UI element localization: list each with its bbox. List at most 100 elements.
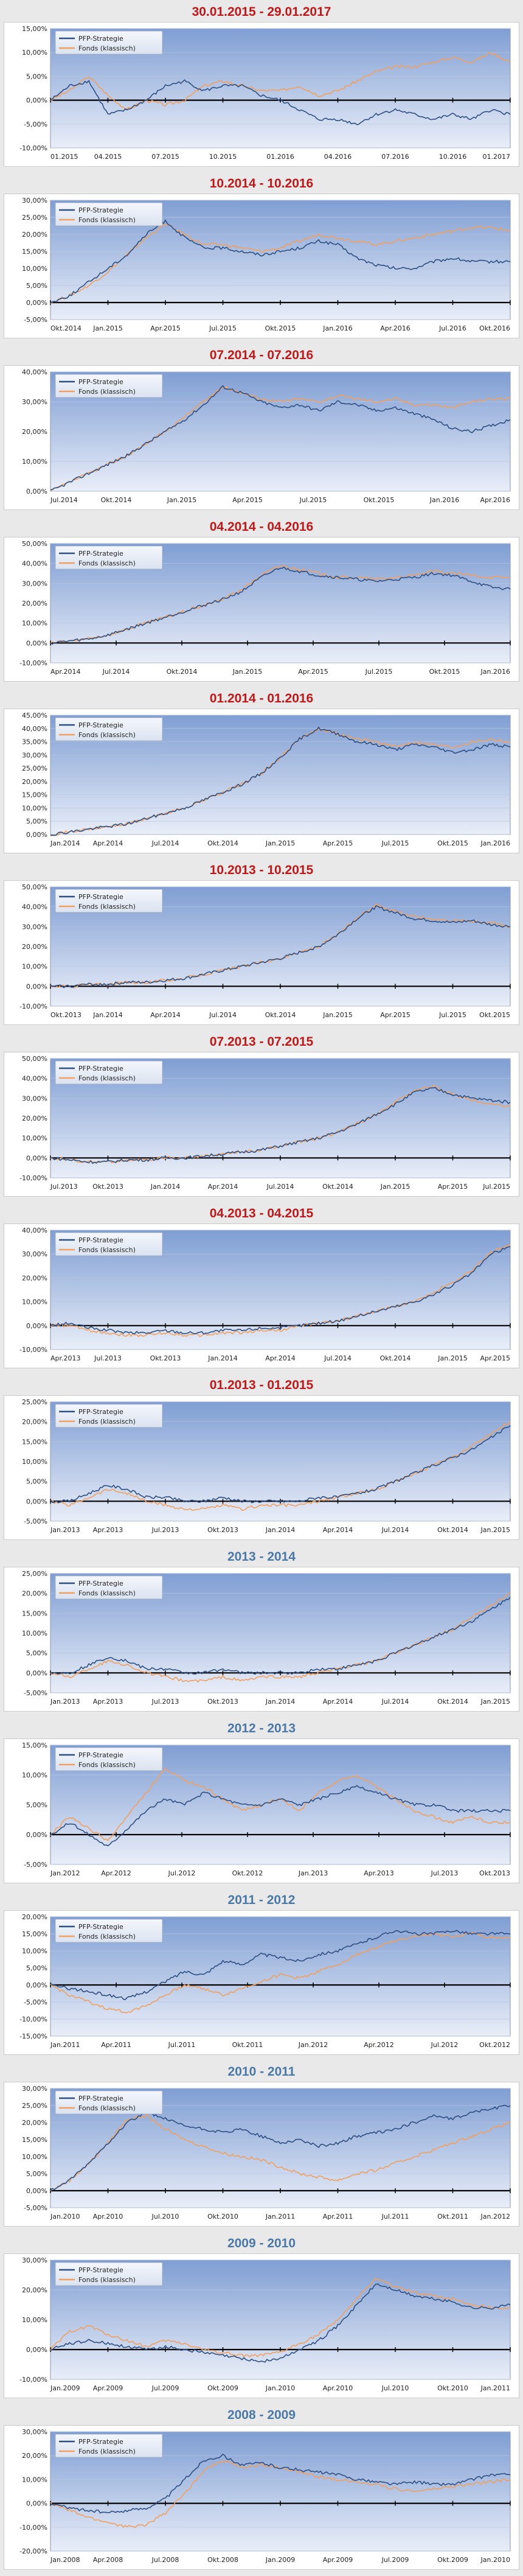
y-tick-label: 40,00%	[22, 903, 47, 911]
x-tick-label: Jan.2014	[207, 1354, 237, 1362]
x-tick-label: Apr.2009	[93, 2384, 123, 2392]
chart-panel: 04.2013 - 04.2015 -10,00% 0,00% 10,00% 20,00…	[0, 1202, 523, 1373]
chart-frame: -5,00% 0,00% 5,00% 10,00% 15,00% Jan.2012 Apr.…	[4, 1738, 519, 1883]
chart-svg: -10,00% 0,00% 10,00% 20,00% 30,00% 40,00% Apr.…	[19, 1227, 511, 1362]
chart-title: 07.2013 - 07.2015	[209, 1035, 314, 1049]
x-tick-label: Apr.2013	[364, 1869, 394, 1877]
legend-box	[55, 889, 163, 913]
legend-label: PFP-Strategie	[78, 378, 123, 386]
chart-title: 01.2014 - 01.2016	[209, 691, 314, 705]
x-tick-label: Apr.2012	[364, 2041, 394, 2049]
series-line-pfp	[50, 1087, 511, 1164]
y-tick-label: 10,00%	[22, 1458, 47, 1466]
y-tick-label: -5,00%	[24, 1998, 47, 2006]
x-tick-label: Jul.2013	[151, 1698, 179, 1706]
x-tick-label: Jul.2014	[381, 1698, 409, 1706]
x-tick-label: Jan.2012	[480, 2213, 510, 2221]
y-tick-label: 0,00%	[26, 982, 47, 990]
y-tick-label: 30,00%	[22, 2085, 47, 2093]
x-tick-label: Jan.2016	[429, 496, 459, 504]
y-tick-label: 40,00%	[22, 725, 47, 733]
y-tick-label: -10,00%	[19, 1346, 47, 1354]
x-tick-label: Okt.2013	[479, 1869, 510, 1877]
series-line-pfp	[50, 1246, 511, 1335]
x-tick-label: Okt.2014	[207, 839, 238, 847]
x-tick-label: Jan.2010	[265, 2384, 295, 2392]
series-line-fonds	[50, 223, 511, 304]
series-line-fonds	[50, 386, 511, 491]
y-tick-label: -20,00%	[19, 2547, 47, 2555]
legend-label: PFP-Strategie	[78, 2266, 123, 2274]
chart-svg: -5,00% 0,00% 5,00% 10,00% 15,00% 20,00% 25,00%…	[22, 1398, 511, 1534]
chart-title: 10.2014 - 10.2016	[209, 177, 314, 191]
x-tick-label: 01.2015	[50, 153, 78, 161]
x-tick-label: Jan.2010	[50, 2213, 80, 2221]
x-tick-label: 04.2015	[94, 153, 122, 161]
x-tick-label: Okt.2010	[207, 2213, 238, 2221]
x-tick-label: Okt.2014	[322, 1183, 353, 1191]
x-tick-label: Apr.2014	[208, 1183, 238, 1191]
y-tick-label: -5,00%	[24, 1861, 47, 1869]
x-tick-label: Jul.2013	[151, 1526, 179, 1534]
x-tick-label: Jan.2014	[265, 1698, 295, 1706]
x-tick-label: Jan.2014	[92, 1011, 122, 1019]
legend-label: Fonds (klassisch)	[78, 1933, 136, 1941]
y-tick-label: 15,00%	[22, 1438, 47, 1446]
chart-frame: 0,00% 5,00% 10,00% 15,00% 20,00% 25,00% 30,00%…	[4, 709, 519, 853]
chart-svg: -10,00% -5,00% 0,00% 5,00% 10,00% 15,00% 01.20…	[19, 25, 511, 161]
x-tick-label: Apr.2015	[150, 324, 181, 332]
x-tick-label: Jul.2014	[381, 1526, 409, 1534]
chart-frame: -5,00% 0,00% 5,00% 10,00% 15,00% 20,00% 25,00%…	[4, 1567, 519, 1712]
y-tick-label: 10,00%	[22, 1629, 47, 1637]
legend-box	[55, 1919, 163, 1943]
legend-box	[55, 1060, 163, 1085]
x-tick-label: Okt.2014	[167, 668, 198, 676]
legend-box	[55, 1404, 163, 1428]
y-tick-label: 15,00%	[22, 1609, 47, 1617]
x-tick-label: Apr.2010	[323, 2384, 353, 2392]
legend-box	[55, 1575, 163, 1600]
x-tick-label: Okt.2015	[429, 668, 460, 676]
x-tick-label: Jan.2013	[50, 1526, 80, 1534]
y-tick-label: 30,00%	[22, 923, 47, 931]
y-tick-label: 10,00%	[22, 49, 47, 57]
series-line-pfp	[50, 1425, 511, 1503]
chart-svg: -10,00% 0,00% 10,00% 20,00% 30,00% 40,00% 50,0…	[19, 540, 511, 676]
y-tick-label: 5,00%	[26, 817, 47, 825]
x-tick-label: Jan.2009	[265, 2556, 295, 2564]
x-tick-label: Apr.2008	[93, 2556, 123, 2564]
y-tick-label: 10,00%	[22, 2153, 47, 2161]
x-tick-label: Jan.2012	[50, 1869, 80, 1877]
x-tick-label: Apr.2015	[232, 496, 263, 504]
chart-svg: 0,00% 5,00% 10,00% 15,00% 20,00% 25,00% 30,00%…	[22, 712, 511, 847]
x-tick-label: Jan.2010	[480, 2556, 510, 2564]
chart-svg: -10,00% 0,00% 10,00% 20,00% 30,00% Jan.2009 Ap…	[19, 2256, 511, 2392]
y-tick-label: -5,00%	[24, 1517, 47, 1525]
x-tick-label: Okt.2013	[92, 1183, 123, 1191]
chart-frame: -5,00% 0,00% 5,00% 10,00% 15,00% 20,00% 25,00%…	[4, 1395, 519, 1540]
x-tick-label: Apr.2014	[50, 668, 81, 676]
x-tick-label: Apr.2011	[323, 2213, 353, 2221]
x-tick-label: Jul.2015	[209, 324, 237, 332]
x-tick-label: Okt.2016	[479, 324, 510, 332]
chart-panel: 01.2013 - 01.2015 -5,00% 0,00% 5,00% 10,00% 1…	[0, 1373, 523, 1545]
series-line-pfp	[50, 2104, 511, 2191]
y-tick-label: 0,00%	[26, 2346, 47, 2354]
chart-panel: 01.2014 - 01.2016 0,00% 5,00% 10,00% 15,00% 2…	[0, 687, 523, 858]
y-tick-label: 20,00%	[22, 2119, 47, 2127]
x-tick-label: Apr.2014	[265, 1354, 296, 1362]
y-tick-label: -10,00%	[19, 1174, 47, 1182]
y-tick-label: 0,00%	[26, 1497, 47, 1505]
chart-svg: -10,00% 0,00% 10,00% 20,00% 30,00% 40,00% 50,0…	[19, 883, 511, 1019]
chart-frame: -10,00% 0,00% 10,00% 20,00% 30,00% 40,00% Apr.…	[4, 1223, 519, 1368]
chart-frame: -10,00% 0,00% 10,00% 20,00% 30,00% 40,00% 50,0…	[4, 537, 519, 682]
x-tick-label: Jul.2015	[381, 839, 409, 847]
chart-title: 04.2014 - 04.2016	[209, 520, 314, 534]
x-tick-label: Jan.2015	[265, 839, 295, 847]
x-tick-label: Okt.2012	[479, 2041, 510, 2049]
chart-svg: -5,00% 0,00% 5,00% 10,00% 15,00% 20,00% 25,00%…	[22, 2085, 511, 2221]
chart-panel: 2013 - 2014 -5,00% 0,00% 5,00% 10,00% 15,00% 2…	[0, 1545, 523, 1717]
chart-title: 2013 - 2014	[227, 1550, 296, 1564]
chart-svg: -5,00% 0,00% 5,00% 10,00% 15,00% 20,00% 25,00%…	[22, 1570, 511, 1706]
x-tick-label: Apr.2010	[93, 2213, 123, 2221]
